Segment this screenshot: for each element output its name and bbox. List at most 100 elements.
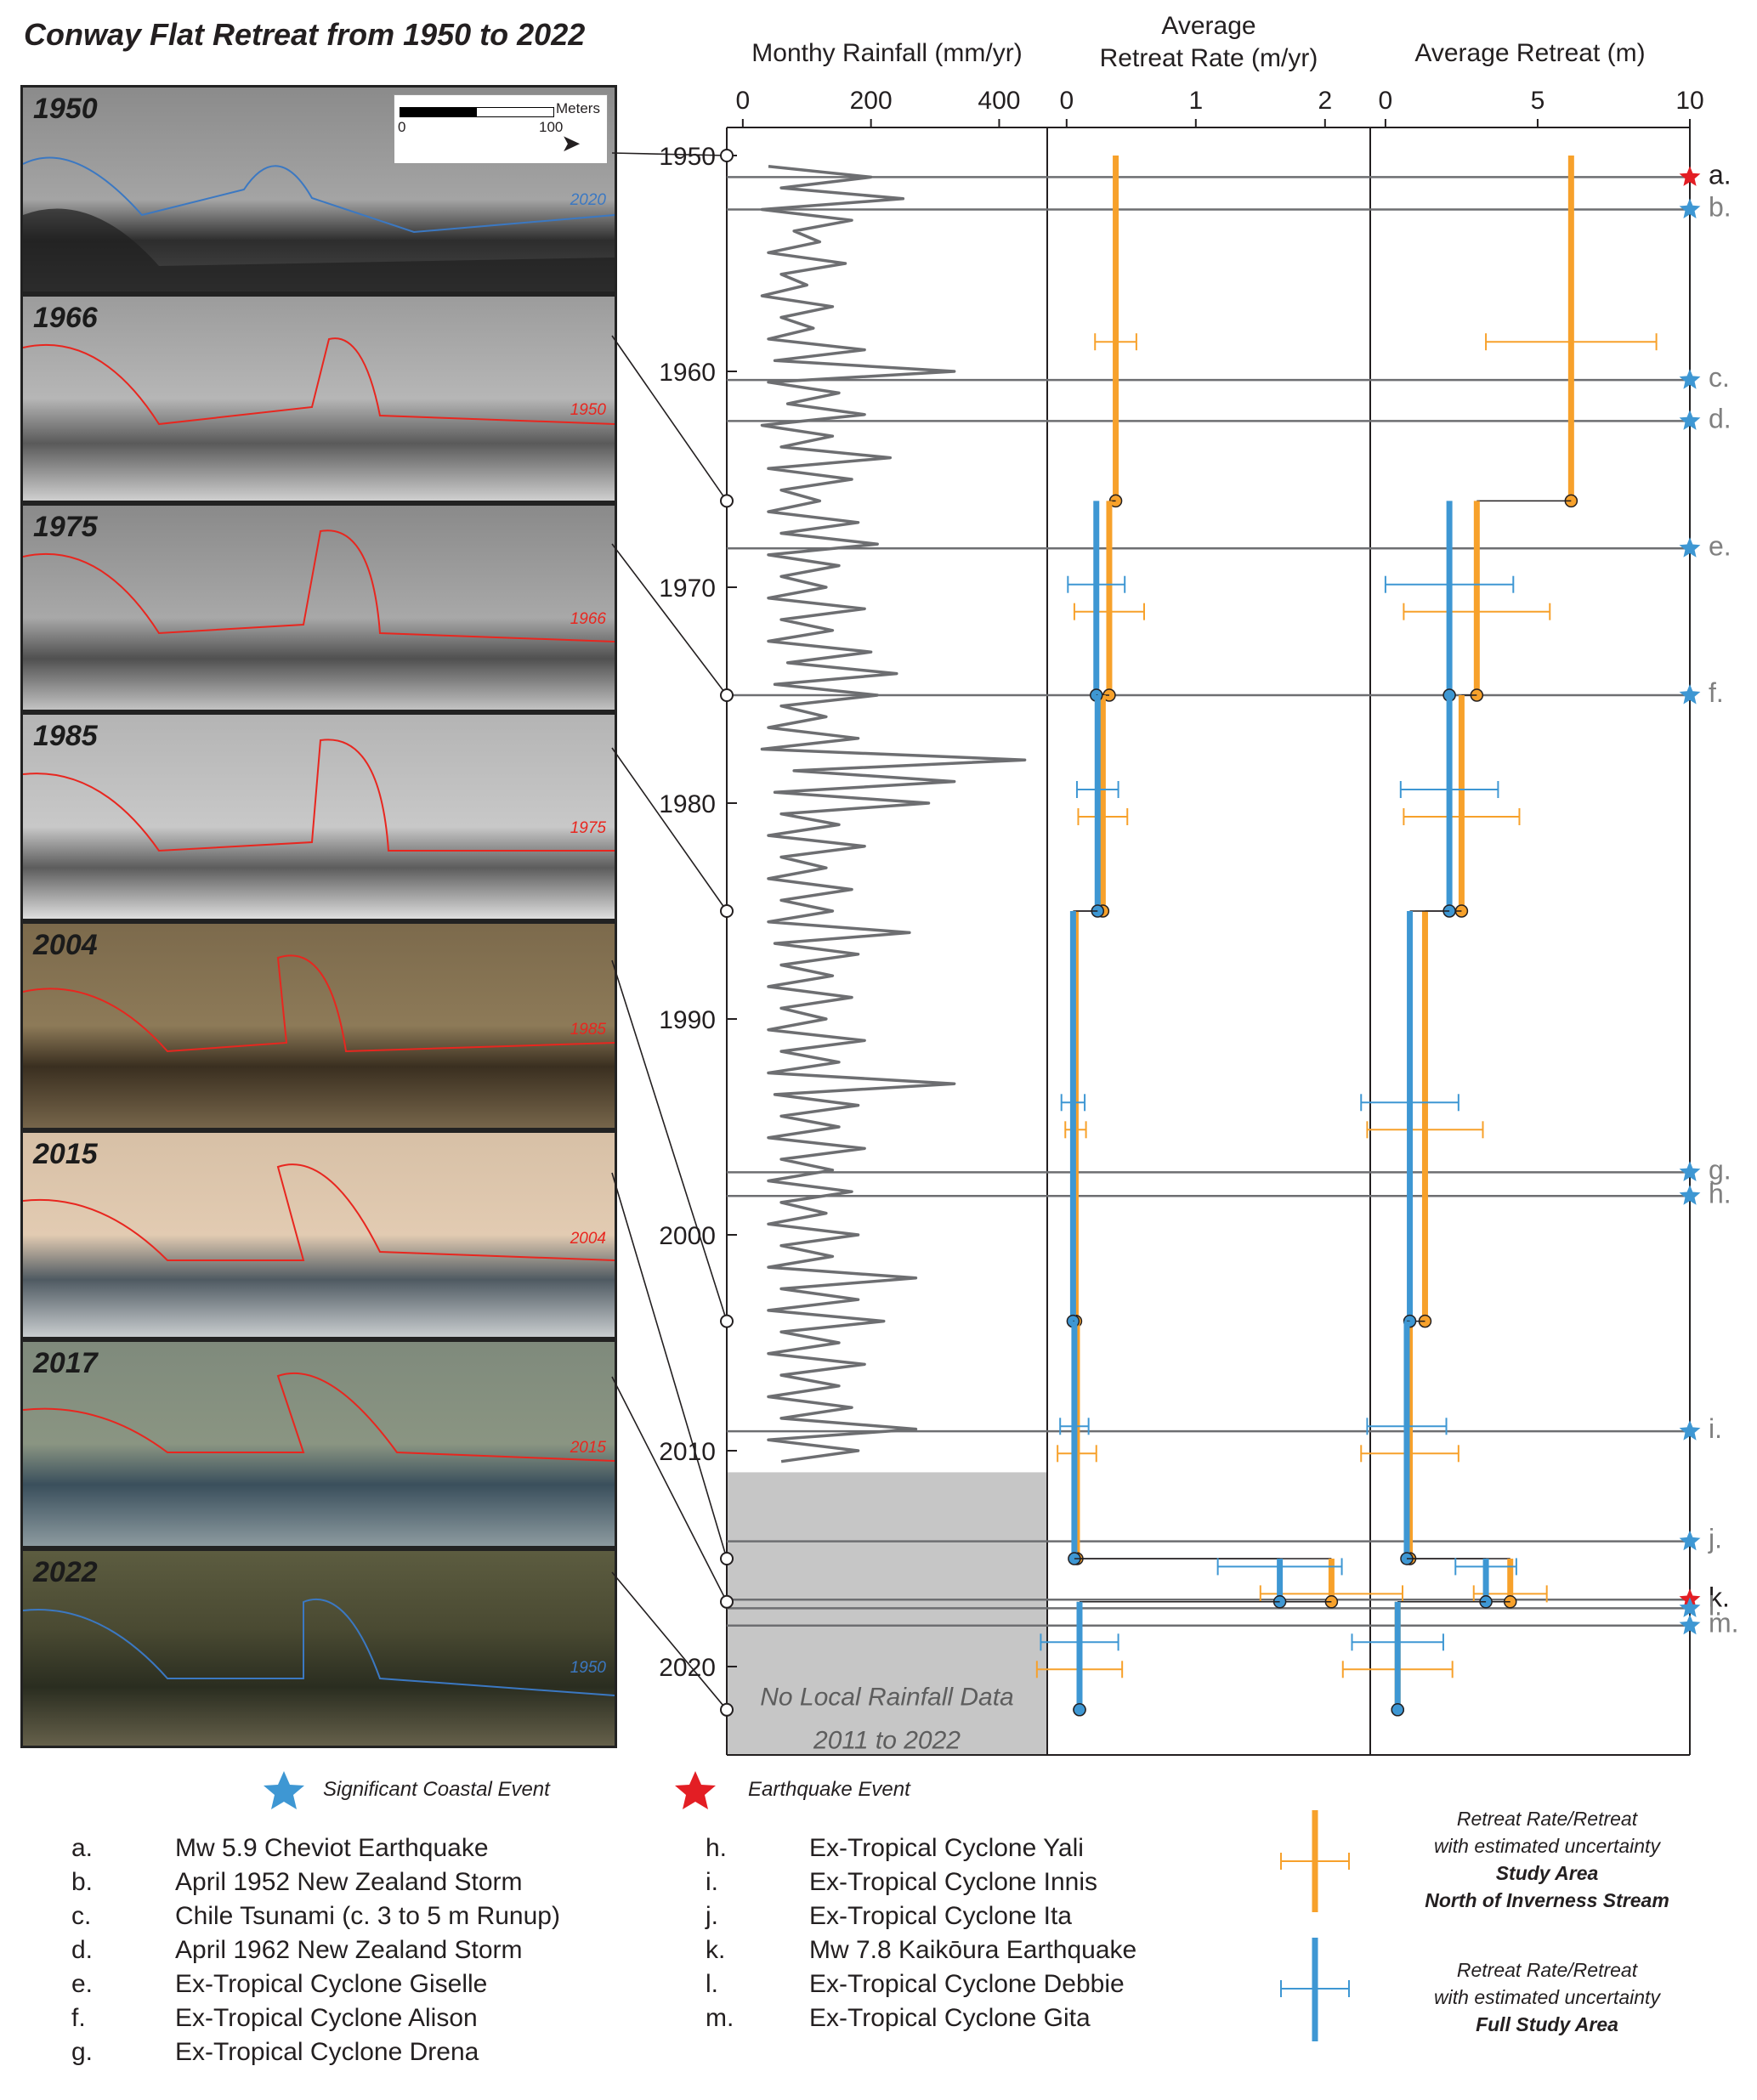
event-label: m.: [1709, 1608, 1739, 1639]
event-label: d.: [1709, 403, 1731, 433]
legend-letter: i.: [706, 1868, 718, 1896]
legend-text: Mw 5.9 Cheviot Earthquake: [175, 1834, 489, 1862]
legend-letter: d.: [71, 1936, 94, 1964]
legend-letter: m.: [706, 2004, 734, 2032]
legend-letter: k.: [706, 1936, 726, 1964]
scale-bar: Meters 0 100 ➤: [394, 94, 608, 164]
no-data-note-line1: No Local Rainfall Data: [760, 1684, 1014, 1712]
aerial-photo-1985: 1985 1975: [20, 712, 617, 921]
key-orange-line1: Retreat Rate/Retreat: [1456, 1808, 1638, 1830]
legend-text: Ex-Tropical Cyclone Drena: [175, 2038, 479, 2066]
y-tick-label: 2010: [659, 1438, 716, 1466]
photo-2017-shoreline: [23, 1372, 615, 1462]
aerial-photo-2004: 2004 1985: [20, 921, 617, 1130]
earthquake-event-label: Earthquake Event: [748, 1778, 910, 1801]
photo-year-marker: [720, 688, 734, 702]
scale-bar-start: 0: [398, 119, 406, 135]
panel-title: Monthy Rainfall (mm/yr): [751, 39, 1022, 67]
photo-year-label: 2022: [33, 1556, 98, 1588]
coastal-star-icon: [1679, 1530, 1701, 1551]
y-tick-label: 1960: [659, 359, 716, 387]
key-orange-line3: Study Area: [1495, 1862, 1599, 1884]
photo-year-label: 1950: [33, 93, 98, 125]
event-label: b.: [1709, 192, 1731, 223]
photo-year-marker: [720, 1552, 734, 1565]
legend-letter: e.: [71, 1970, 94, 1998]
panel-title: Retreat Rate (m/yr): [1100, 44, 1318, 72]
x-tick-label: 0: [1379, 87, 1393, 115]
photo-2004-shoreline: [23, 954, 615, 1053]
shoreline-year-tag: 1950: [570, 401, 606, 419]
legend-text: Ex-Tropical Cyclone Innis: [809, 1868, 1098, 1896]
photo-year-marker: [720, 1314, 734, 1328]
photo-2022-shoreline: [23, 1598, 615, 1696]
aerial-photo-2022: 2022 1950: [20, 1548, 617, 1748]
rainfall-line: [760, 164, 1027, 1463]
photo-year-marker: [720, 494, 734, 508]
legend-letter: f.: [71, 2004, 86, 2032]
legend-text: Ex-Tropical Cyclone Yali: [809, 1834, 1084, 1862]
scale-bar-end: 100: [539, 119, 564, 135]
x-tick-label: 5: [1531, 87, 1545, 115]
no-data-region: [727, 1472, 1047, 1755]
shoreline-year-tag: 1966: [570, 610, 606, 628]
legend-text: Ex-Tropical Cyclone Debbie: [809, 1970, 1125, 1998]
event-label: k.: [1709, 1582, 1730, 1612]
earthquake-star-icon: [675, 1771, 716, 1809]
event-label: f.: [1709, 677, 1724, 708]
x-tick-label: 1: [1188, 87, 1203, 115]
key-orange-line2: with estimated uncertainty: [1434, 1835, 1660, 1857]
legend-text: Ex-Tropical Cyclone Alison: [175, 2004, 478, 2032]
legend-text: Ex-Tropical Cyclone Gita: [809, 2004, 1091, 2032]
photo-year-label: 1966: [33, 302, 98, 334]
shoreline-year-tag: 2015: [570, 1439, 606, 1457]
photo-1950-shoreline: [23, 156, 615, 292]
legend-text: April 1952 New Zealand Storm: [175, 1868, 523, 1896]
coastal-star-icon: [1679, 537, 1701, 558]
key-blue-line1: Retreat Rate/Retreat: [1456, 1959, 1638, 1981]
y-tick-label: 1970: [659, 575, 716, 603]
aerial-photo-2015: 2015 2004: [20, 1130, 617, 1339]
x-tick-label: 0: [1059, 87, 1074, 115]
shoreline-year-tag: 1985: [570, 1021, 606, 1039]
legend-text: Chile Tsunami (c. 3 to 5 m Runup): [175, 1902, 560, 1930]
event-label: l.: [1709, 1590, 1722, 1621]
event-label: a.: [1709, 159, 1731, 190]
photo-year-marker: [720, 1594, 734, 1609]
key-orange-line4: North of Inverness Stream: [1425, 1889, 1669, 1911]
retreat-rate-series: [1035, 156, 1403, 1717]
legend-letter: j.: [706, 1902, 718, 1930]
photo-connector: [611, 747, 728, 912]
coastal-star-icon: [1679, 1161, 1701, 1181]
photo-connector: [611, 543, 728, 696]
shoreline-year-tag: 2020: [570, 191, 606, 209]
event-label: g.: [1709, 1154, 1731, 1185]
y-tick-label: 2020: [659, 1654, 716, 1682]
event-label: e.: [1709, 530, 1731, 561]
photo-2015-shoreline: [23, 1163, 615, 1261]
legend-letter: b.: [71, 1868, 94, 1896]
legend-letter: a.: [71, 1834, 94, 1862]
coastal-star-icon: [1679, 198, 1701, 218]
panel-title: Average Retreat (m): [1414, 39, 1645, 67]
key-blue-label: Retreat Rate/Retreat with estimated unce…: [1360, 1956, 1734, 2038]
x-tick-label: 0: [736, 87, 751, 115]
coastal-star-icon: [1679, 1597, 1701, 1617]
panel-frames: [726, 127, 1691, 1756]
x-tick-label: 10: [1675, 87, 1703, 115]
x-tick-label: 200: [850, 87, 893, 115]
event-label: h.: [1709, 1178, 1731, 1208]
legend-letter: c.: [71, 1902, 92, 1930]
retreat-series: [1341, 156, 1658, 1717]
key-orange-label: Retreat Rate/Retreat with estimated unce…: [1360, 1805, 1734, 1914]
photo-connector-lines: [611, 152, 728, 1711]
photo-year-label: 2015: [33, 1138, 98, 1170]
photo-1975-shoreline: [23, 529, 615, 642]
no-data-note-line2: 2011 to 2022: [813, 1727, 961, 1755]
aerial-photo-2017: 2017 2015: [20, 1339, 617, 1548]
photo-year-label: 1985: [33, 720, 98, 752]
legend-letter: g.: [71, 2038, 94, 2066]
shoreline-year-tag: 2004: [570, 1230, 606, 1248]
